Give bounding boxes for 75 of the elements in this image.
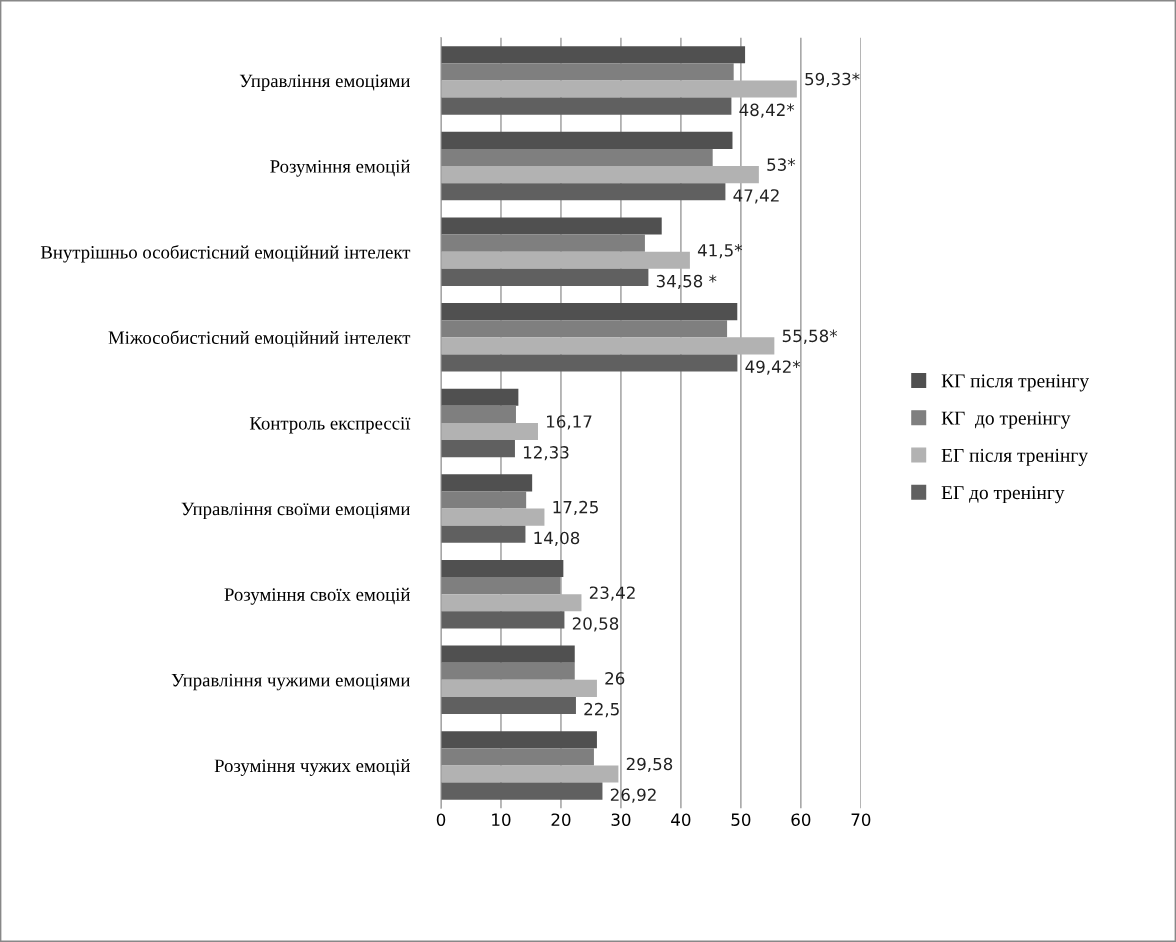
bar bbox=[441, 645, 575, 663]
y-tick-label: Розуміння чужих емоцій bbox=[214, 759, 410, 776]
data-label: 22,5 bbox=[584, 702, 619, 718]
bar bbox=[441, 131, 733, 149]
data-label: 16,17 bbox=[547, 415, 592, 430]
bar bbox=[441, 594, 582, 612]
bar bbox=[441, 337, 775, 355]
bar bbox=[441, 765, 619, 783]
y-tick-label: Управління чужими емоціями bbox=[171, 673, 410, 691]
y-tick-label: Міжособистісний емоційний інтелект bbox=[108, 330, 411, 348]
x-tick-label: 50 bbox=[731, 813, 751, 826]
data-label: 29,58 bbox=[626, 757, 673, 772]
x-tick-label: 0 bbox=[436, 813, 446, 826]
bar bbox=[441, 782, 603, 800]
bar bbox=[441, 183, 726, 201]
y-tick-label: Контроль експрессії bbox=[249, 417, 411, 434]
data-label: 34,58 * bbox=[656, 274, 717, 290]
bar bbox=[441, 388, 519, 406]
bar bbox=[441, 80, 797, 98]
bar bbox=[441, 166, 759, 184]
legend-label: ЕГ після тренінгу bbox=[941, 448, 1088, 466]
bar bbox=[441, 46, 746, 64]
bar bbox=[441, 559, 564, 578]
legend-label: КГ до тренінгу bbox=[941, 411, 1071, 429]
bar bbox=[441, 422, 538, 441]
data-label: 26 bbox=[605, 672, 625, 685]
bar bbox=[441, 748, 594, 766]
data-label: 12,33 bbox=[523, 446, 569, 461]
bar bbox=[441, 234, 645, 252]
bar bbox=[441, 354, 738, 372]
bar bbox=[441, 474, 533, 492]
bar bbox=[441, 320, 728, 338]
bar bbox=[441, 440, 515, 458]
x-tick-label: 60 bbox=[791, 813, 811, 826]
data-label: 23,42 bbox=[589, 586, 635, 601]
x-tick-label: 20 bbox=[551, 813, 571, 826]
y-tick-label: Управління емоціями bbox=[239, 74, 410, 91]
data-label: 14,08 bbox=[534, 531, 580, 546]
data-label: 17,25 bbox=[553, 500, 598, 516]
x-tick-label: 70 bbox=[851, 813, 871, 826]
legend-label: ЕГ до тренінгу bbox=[941, 486, 1065, 504]
data-label: 55,58* bbox=[782, 329, 838, 344]
y-tick-label: Розуміння своїх емоцій bbox=[224, 587, 410, 605]
bar bbox=[441, 525, 526, 543]
data-label: 47,42 bbox=[733, 189, 779, 204]
bar bbox=[441, 508, 545, 526]
data-label: 26,92 bbox=[610, 788, 656, 803]
bar bbox=[441, 611, 565, 629]
x-tick-label: 40 bbox=[671, 813, 691, 826]
bar bbox=[441, 577, 561, 595]
bar bbox=[441, 97, 732, 115]
y-tick-label: Внутрішньо особистісний емоційний інтелект bbox=[40, 245, 411, 263]
data-label: 41,5* bbox=[697, 243, 743, 259]
bar bbox=[441, 731, 597, 749]
x-tick-label: 10 bbox=[492, 813, 511, 826]
bar bbox=[441, 217, 662, 235]
bar bbox=[441, 491, 527, 509]
data-label: 49,42* bbox=[745, 360, 801, 375]
x-tick-label: 30 bbox=[611, 813, 631, 826]
bar bbox=[441, 63, 734, 81]
bar bbox=[441, 405, 516, 423]
legend-label: КГ після тренінгу bbox=[941, 374, 1090, 392]
data-label: 20,58 bbox=[572, 617, 619, 632]
y-tick-label: Розуміння емоцій bbox=[270, 159, 411, 177]
bar bbox=[441, 662, 575, 680]
bar bbox=[441, 679, 597, 697]
bar bbox=[441, 268, 649, 286]
data-label: 48,42* bbox=[739, 103, 795, 118]
data-label: 53* bbox=[767, 158, 796, 171]
y-tick-label: Управління своїми емоціями bbox=[181, 502, 410, 520]
data-label: 59,33* bbox=[805, 72, 860, 88]
bar bbox=[441, 251, 690, 269]
bar bbox=[441, 303, 738, 321]
bar bbox=[441, 148, 713, 167]
bar bbox=[441, 696, 576, 715]
